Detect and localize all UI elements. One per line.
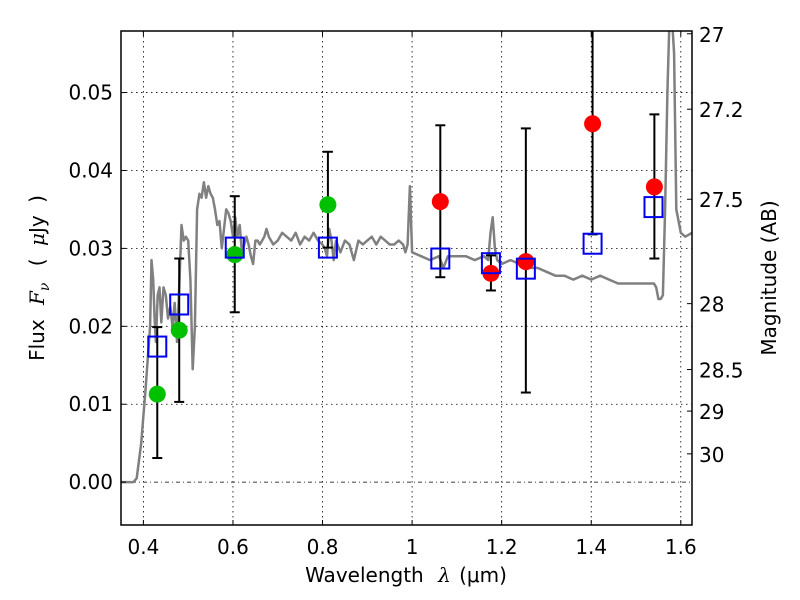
red-data-point (431, 193, 449, 211)
y2-tick-label: 28 (699, 293, 724, 317)
y2-axis-label: Magnitude (AB) (757, 200, 781, 355)
y-tick-label: 0.04 (68, 158, 113, 182)
x-axis-label: Wavelength λ (μm) (305, 563, 507, 587)
marker-layer (147, 115, 664, 403)
y-tick-label: 0.00 (68, 470, 113, 494)
model-square-marker (430, 247, 451, 270)
y-tick-label: 0.05 (68, 81, 113, 105)
y-tick-label: 0.01 (68, 392, 113, 416)
x-tick-label: 1 (406, 535, 419, 559)
model-square-marker (515, 257, 536, 280)
model-square-marker (582, 232, 603, 255)
x-tick-label: 0.4 (127, 535, 159, 559)
y2-tick-label: 28.5 (699, 359, 744, 383)
model-square-marker (643, 196, 664, 219)
x-tick-label: 1.6 (665, 535, 697, 559)
model-square-marker (480, 252, 501, 275)
red-data-point (645, 178, 663, 196)
y-tick-label: 0.02 (68, 314, 113, 338)
model-square-marker (169, 293, 190, 316)
green-data-point (319, 196, 337, 214)
y2-tick-label: 27 (699, 23, 724, 47)
y-tick-label: 0.03 (68, 236, 113, 260)
green-data-point (148, 385, 166, 403)
model-square-marker (147, 335, 168, 358)
x-tick-label: 1.4 (575, 535, 607, 559)
green-data-point (226, 246, 244, 264)
x-tick-label: 1.2 (486, 535, 518, 559)
plot-frame (120, 30, 693, 526)
y2-tick-label: 29 (699, 400, 724, 424)
model-square-marker (317, 236, 338, 259)
red-data-point (517, 253, 535, 271)
y-axis-label: Flux Fν ( μJy ) (25, 195, 54, 361)
y2-tick-label: 27.5 (699, 188, 744, 212)
red-data-point (584, 115, 602, 133)
x-tick-label: 0.6 (217, 535, 249, 559)
x-tick-label: 0.8 (307, 535, 339, 559)
green-data-point (170, 321, 188, 339)
ticks: 0.4 0.6 0.8 1 1.2 1.4 1.6 0.00 0.01 0.02 0.03 0.04 0… (68, 23, 743, 559)
model-square-marker (224, 236, 245, 259)
y2-tick-label: 30 (699, 443, 724, 467)
y2-tick-label: 27.2 (699, 98, 744, 122)
